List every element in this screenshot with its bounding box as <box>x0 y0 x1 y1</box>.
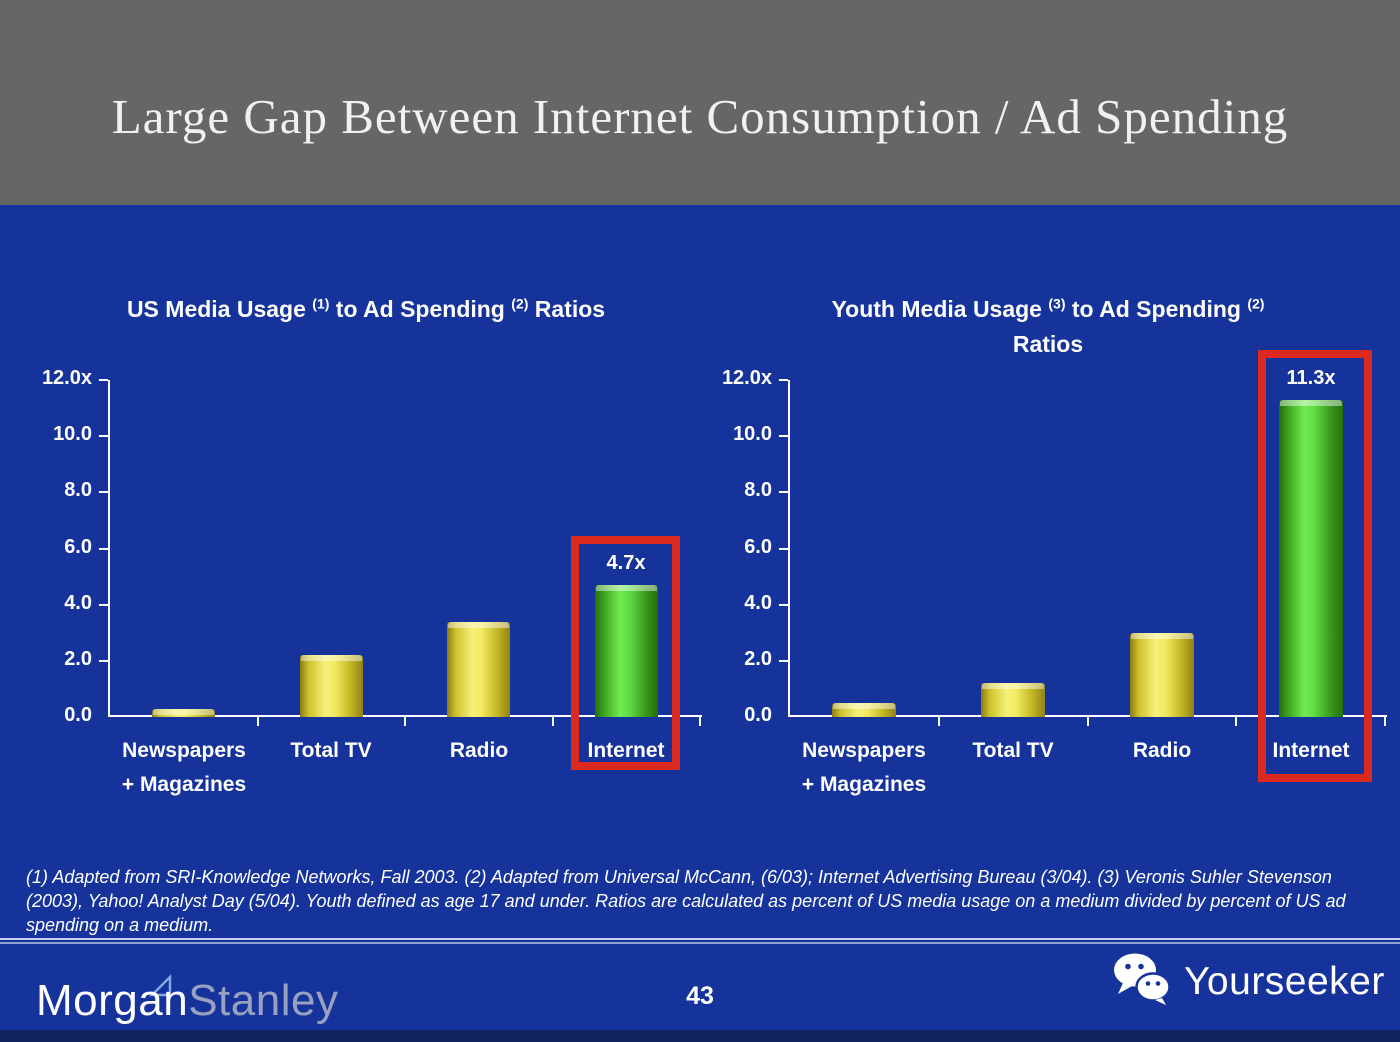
bar-total-tv <box>981 683 1045 717</box>
bar-radio <box>1130 633 1194 717</box>
y-tick <box>779 435 788 437</box>
y-tick <box>99 379 108 381</box>
highlight-rectangle <box>1258 350 1372 782</box>
footer-divider <box>0 938 1400 944</box>
x-tick <box>552 717 554 726</box>
category-label-radio: Radio <box>449 739 509 762</box>
x-tick <box>1087 717 1089 726</box>
page-number: 43 <box>686 982 714 1010</box>
y-axis-label: 4.0 <box>744 592 772 614</box>
y-axis-label: 8.0 <box>64 479 92 501</box>
y-tick <box>779 379 788 381</box>
x-tick <box>938 717 940 726</box>
slide-title: Large Gap Between Internet Consumption /… <box>111 89 1289 144</box>
y-axis <box>788 380 790 717</box>
x-tick <box>404 717 406 726</box>
y-tick <box>99 604 108 606</box>
bar-newspapers <box>832 703 896 717</box>
y-tick <box>99 435 108 437</box>
bar-newspapers <box>152 709 215 717</box>
chart-title: US Media Usage (1) to Ad Spending (2) Ra… <box>126 295 606 322</box>
category-label-newspapers: Newspapers + Magazines <box>121 739 247 796</box>
y-tick <box>779 491 788 493</box>
y-axis-label: 0.0 <box>744 704 772 726</box>
watermark-label: Yourseeker <box>1184 959 1385 1003</box>
y-tick <box>779 604 788 606</box>
y-tick <box>779 660 788 662</box>
brand-part-morgan: Morgan <box>36 976 189 1025</box>
bar-internet <box>595 585 658 717</box>
y-axis-label: 2.0 <box>64 648 92 670</box>
y-tick <box>99 548 108 550</box>
bar-value-label: 4.7x <box>606 552 646 574</box>
category-label-total-tv: Total TV <box>972 739 1054 762</box>
y-tick <box>99 491 108 493</box>
x-tick <box>257 717 259 726</box>
y-axis-label: 12.0x <box>41 367 92 389</box>
brand-part-stanley: Stanley <box>188 976 339 1025</box>
slide-header: Large Gap Between Internet Consumption /… <box>0 0 1400 205</box>
chart-title: Youth Media Usage (3) to Ad Spending (2)… <box>831 295 1265 357</box>
brand-text: MorganStanley <box>36 976 338 1025</box>
y-axis-label: 8.0 <box>744 479 772 501</box>
watermark: Yourseeker <box>1112 952 1385 1011</box>
x-tick <box>1235 717 1237 726</box>
bottom-strip <box>0 1030 1400 1042</box>
category-label-total-tv: Total TV <box>290 739 372 762</box>
y-tick <box>99 660 108 662</box>
footnote: (1) Adapted from SRI-Knowledge Networks,… <box>26 867 1346 935</box>
x-tick <box>699 717 701 726</box>
y-axis-label: 6.0 <box>64 536 92 558</box>
bar-internet <box>1279 400 1343 717</box>
wechat-icon <box>1112 952 1172 1011</box>
category-label-internet: Internet <box>587 739 665 762</box>
y-tick <box>779 548 788 550</box>
x-tick <box>1384 717 1386 726</box>
y-axis-label: 12.0x <box>721 367 772 389</box>
y-axis-label: 0.0 <box>64 704 92 726</box>
highlight-rectangle <box>571 536 680 770</box>
y-axis-label: 10.0 <box>733 423 772 445</box>
y-axis-label: 4.0 <box>64 592 92 614</box>
bar-total-tv <box>300 655 363 717</box>
triangle-flag-icon <box>148 960 174 1010</box>
category-label-newspapers: Newspapers + Magazines <box>801 739 927 796</box>
x-axis <box>788 715 1387 717</box>
category-label-radio: Radio <box>1132 739 1192 762</box>
morgan-stanley-logo: MorganStanley <box>36 962 338 1026</box>
y-axis-label: 6.0 <box>744 536 772 558</box>
category-label-internet: Internet <box>1272 739 1350 762</box>
y-axis-label: 2.0 <box>744 648 772 670</box>
bar-value-label: 11.3x <box>1286 367 1336 389</box>
y-axis <box>108 380 110 717</box>
x-axis <box>108 715 702 717</box>
bar-radio <box>447 622 510 717</box>
y-axis-label: 10.0 <box>53 423 92 445</box>
